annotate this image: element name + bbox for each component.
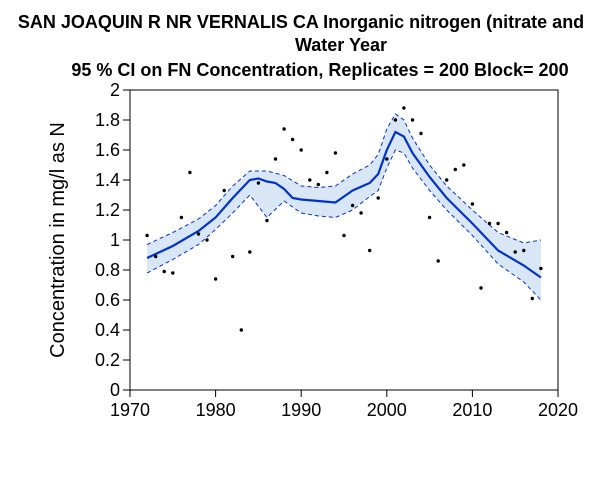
data-point (350, 203, 355, 208)
data-point (513, 250, 517, 254)
data-point (393, 118, 398, 122)
data-point (273, 157, 278, 161)
y-tick-label: 1 (110, 230, 120, 250)
data-point (436, 259, 440, 263)
data-point (402, 106, 406, 110)
data-point (333, 151, 338, 155)
ci-upper-line (146, 113, 541, 245)
data-point (410, 118, 415, 122)
y-tick-label: 0.8 (95, 260, 120, 280)
data-point (453, 167, 457, 172)
data-point (419, 131, 423, 136)
y-tick-label: 0.4 (95, 320, 120, 340)
data-point (522, 248, 526, 253)
x-tick-label: 1980 (196, 400, 236, 420)
ci-lower-line (146, 149, 542, 301)
data-point (342, 233, 346, 238)
data-point (445, 178, 449, 182)
x-tick-label: 2020 (538, 400, 578, 420)
data-point (239, 328, 243, 332)
data-point (196, 232, 201, 236)
data-point (231, 254, 235, 259)
chart-title-line2: Water Year (295, 35, 387, 55)
data-point (359, 211, 363, 215)
data-point (504, 230, 509, 235)
data-point (154, 254, 158, 259)
chart-title-line1: SAN JOAQUIN R NR VERNALIS CA Inorganic n… (18, 12, 584, 32)
x-axis: 1970 1980 1990 2000 2010 2020 (110, 389, 578, 420)
confidence-band-fill (147, 114, 541, 300)
data-point (530, 296, 534, 301)
data-point (427, 215, 432, 220)
data-point (179, 215, 184, 220)
data-point (299, 148, 303, 152)
y-tick-label: 2 (110, 80, 120, 100)
confidence-band-layer (147, 114, 541, 300)
y-tick-label: 0 (110, 380, 120, 400)
data-point (487, 221, 492, 226)
data-point (222, 188, 226, 193)
data-point (325, 170, 329, 175)
data-point (368, 248, 372, 253)
data-point (479, 286, 483, 290)
data-point (213, 277, 218, 281)
x-tick-label: 2000 (367, 400, 407, 420)
data-point (171, 271, 175, 275)
data-point (188, 170, 192, 175)
data-point (308, 178, 312, 182)
data-point (290, 137, 295, 142)
trend-line-layer (146, 113, 542, 301)
data-point (385, 157, 389, 161)
x-tick-label: 1970 (110, 400, 150, 420)
y-tick-label: 1.4 (95, 170, 120, 190)
data-point (376, 196, 380, 200)
data-point (248, 250, 252, 254)
observation-points-layer (145, 106, 543, 332)
data-point (496, 221, 500, 226)
data-point (205, 238, 209, 242)
chart-title-line3: 95 % CI on FN Concentration, Replicates … (71, 60, 568, 80)
data-point (316, 182, 320, 187)
data-point (282, 127, 286, 131)
flow-normalized-line (146, 130, 542, 279)
y-tick-label: 0.2 (95, 350, 120, 370)
x-tick-label: 2010 (452, 400, 492, 420)
y-tick-label: 1.8 (95, 110, 120, 130)
data-point (256, 181, 261, 185)
x-tick-label: 1990 (281, 400, 321, 420)
y-tick-label: 1.6 (95, 140, 120, 160)
y-axis-label: Concentration in mg/l as N (47, 122, 69, 358)
data-point (462, 163, 466, 167)
y-tick-label: 1.2 (95, 200, 120, 220)
y-tick-label: 0.6 (95, 290, 120, 310)
y-axis: 0 0.2 0.4 0.6 0.8 1 1.2 1.4 1.6 1.8 2 (95, 80, 131, 400)
data-point (470, 202, 475, 206)
data-point (145, 233, 149, 238)
data-point (539, 266, 543, 271)
data-point (265, 218, 269, 223)
data-point (162, 269, 166, 274)
